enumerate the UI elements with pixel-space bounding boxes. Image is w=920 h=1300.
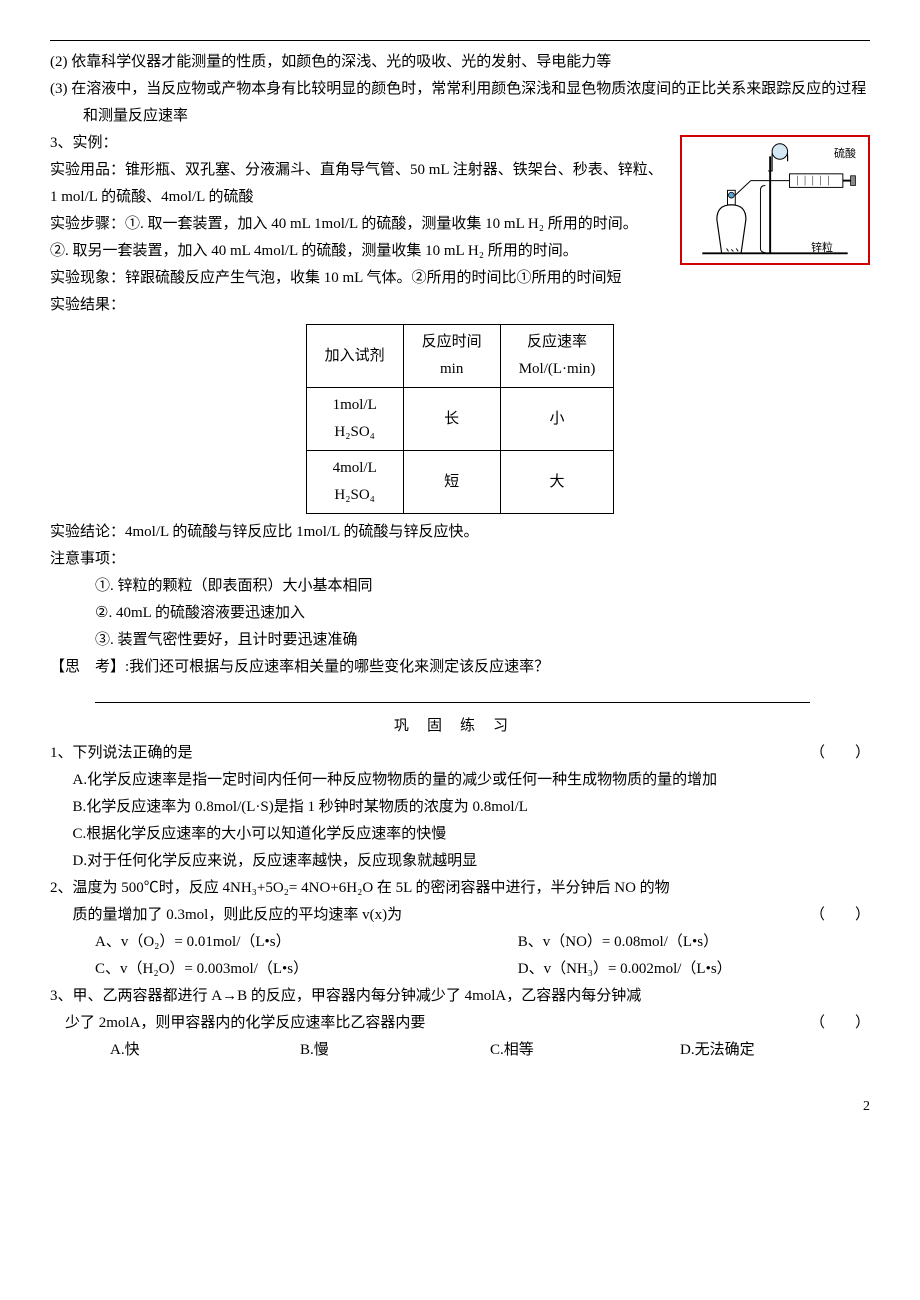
table-h2-a: 反应时间 <box>422 334 482 350</box>
table-r1c2: 长 <box>403 388 500 451</box>
q1-d: D.对于任何化学反应来说，反应速率越快，反应现象就越明显 <box>50 848 870 875</box>
q2-opts-row2: C、v（H₂O）= 0.003mol/（L•s） D、v（NH₃）= 0.002… <box>50 956 870 983</box>
table-row: 4mol/L H₂SO₄ 短 大 <box>306 451 614 514</box>
answer-blank-line <box>95 681 810 703</box>
apparatus-label-zinc: 锌粒 <box>811 239 833 259</box>
q3-paren: （ ） <box>810 1010 870 1037</box>
apparatus-figure: 硫酸 锌粒 <box>680 135 870 265</box>
example-step1: ①. 取一套装置，加入 40 mL 1mol/L 的硫酸，测量收集 10 mL … <box>125 216 638 232</box>
intro-item-3: (3) 在溶液中，当反应物或产物本身有比较明显的颜色时，常常利用颜色深浅和显色物… <box>50 76 870 130</box>
think-line: 【思 考】:我们还可根据与反应速率相关量的哪些变化来测定该反应速率？ <box>50 654 870 681</box>
table-r1c1-b: H₂SO₄ <box>334 424 374 440</box>
example-observation: 实验现象：锌跟硫酸反应产生气泡，收集 10 mL 气体。②所用的时间比①所用的时… <box>50 265 870 292</box>
note-3: ③. 装置气密性要好，且计时要迅速准确 <box>50 627 870 654</box>
top-rule <box>50 40 870 41</box>
q1-stem-text: 1、下列说法正确的是 <box>50 745 193 761</box>
note-1: ①. 锌粒的颗粒（即表面积）大小基本相同 <box>50 573 870 600</box>
q3-stem1-text: 3、甲、乙两容器都进行 A→B 的反应，甲容器内每分钟减少了 4molA，乙容器… <box>50 988 641 1004</box>
apparatus-label-acid: 硫酸 <box>834 145 856 165</box>
table-r1c3: 小 <box>500 388 614 451</box>
q2-stem2-text: 质的量增加了 0.3mol，则此反应的平均速率 v(x)为 <box>73 907 403 923</box>
q2-paren: （ ） <box>810 902 870 929</box>
table-r2c2: 短 <box>403 451 500 514</box>
q1-stem: 1、下列说法正确的是 （ ） <box>50 740 870 767</box>
table-header-row: 加入试剂 反应时间 min 反应速率 Mol/(L·min) <box>306 325 614 388</box>
table-h3-b: Mol/(L·min) <box>519 361 596 377</box>
example-conclusion: 实验结论：4mol/L 的硫酸与锌反应比 1mol/L 的硫酸与锌反应快。 <box>50 519 870 546</box>
think-label: 【思 考】 <box>50 659 125 675</box>
result-table: 加入试剂 反应时间 min 反应速率 Mol/(L·min) 1mol/L H₂… <box>306 324 615 514</box>
q3-b: B.慢 <box>300 1037 490 1064</box>
q2-stem2: 质的量增加了 0.3mol，则此反应的平均速率 v(x)为 （ ） <box>50 902 870 929</box>
q2-opts-row1: A、v（O₂）= 0.01mol/（L•s） B、v（NO）= 0.08mol/… <box>50 929 870 956</box>
q3-stem1: 3、甲、乙两容器都进行 A→B 的反应，甲容器内每分钟减少了 4molA，乙容器… <box>50 983 870 1010</box>
table-h1: 加入试剂 <box>306 325 403 388</box>
q3-d: D.无法确定 <box>680 1037 870 1064</box>
q2-stem1-text: 2、温度为 500℃时，反应 4NH₃+5O₂= 4NO+6H₂O 在 5L 的… <box>50 880 670 896</box>
note-2: ②. 40mL 的硫酸溶液要迅速加入 <box>50 600 870 627</box>
table-r2c3: 大 <box>500 451 614 514</box>
page-number: 2 <box>50 1094 870 1119</box>
intro-item-3-text: (3) 在溶液中，当反应物或产物本身有比较明显的颜色时，常常利用颜色深浅和显色物… <box>50 76 870 130</box>
practice-title: 巩固练习 <box>50 713 870 740</box>
table-row: 1mol/L H₂SO₄ 长 小 <box>306 388 614 451</box>
example-steps-label: 实验步骤： <box>50 216 125 232</box>
q1-a: A.化学反应速率是指一定时间内任何一种反应物物质的量的减少或任何一种生成物物质的… <box>50 767 870 794</box>
table-r2c1-b: H₂SO₄ <box>334 487 374 503</box>
q1-b: B.化学反应速率为 0.8mol/(L·S)是指 1 秒钟时某物质的浓度为 0.… <box>50 794 870 821</box>
q3-stem2-text: 少了 2molA，则甲容器内的化学反应速率比乙容器内要 <box>65 1015 425 1031</box>
notes-heading: 注意事项： <box>50 546 870 573</box>
q3-stem2: 少了 2molA，则甲容器内的化学反应速率比乙容器内要 （ ） <box>50 1010 870 1037</box>
table-r1c1: 1mol/L H₂SO₄ <box>306 388 403 451</box>
table-h2: 反应时间 min <box>403 325 500 388</box>
q3-c: C.相等 <box>490 1037 680 1064</box>
q2-d: D、v（NH₃）= 0.002mol/（L•s） <box>518 956 870 983</box>
q2-b: B、v（NO）= 0.08mol/（L•s） <box>518 929 870 956</box>
table-h3: 反应速率 Mol/(L·min) <box>500 325 614 388</box>
table-r2c1: 4mol/L H₂SO₄ <box>306 451 403 514</box>
table-r1c1-a: 1mol/L <box>333 397 377 413</box>
q2-stem1: 2、温度为 500℃时，反应 4NH₃+5O₂= 4NO+6H₂O 在 5L 的… <box>50 875 870 902</box>
q2-a: A、v（O₂）= 0.01mol/（L•s） <box>95 929 518 956</box>
example-result-label: 实验结果： <box>50 292 870 319</box>
table-h3-a: 反应速率 <box>527 334 587 350</box>
table-r2c1-a: 4mol/L <box>333 460 377 476</box>
q1-paren: （ ） <box>810 740 870 767</box>
q1-c: C.根据化学反应速率的大小可以知道化学反应速率的快慢 <box>50 821 870 848</box>
q2-c: C、v（H₂O）= 0.003mol/（L•s） <box>95 956 518 983</box>
table-h2-b: min <box>440 361 463 377</box>
intro-item-2: (2) 依靠科学仪器才能测量的性质，如颜色的深浅、光的吸收、光的发射、导电能力等 <box>50 49 870 76</box>
q3-a: A.快 <box>110 1037 300 1064</box>
q3-opts-row: A.快 B.慢 C.相等 D.无法确定 <box>50 1037 870 1064</box>
think-text: :我们还可根据与反应速率相关量的哪些变化来测定该反应速率？ <box>125 659 549 675</box>
